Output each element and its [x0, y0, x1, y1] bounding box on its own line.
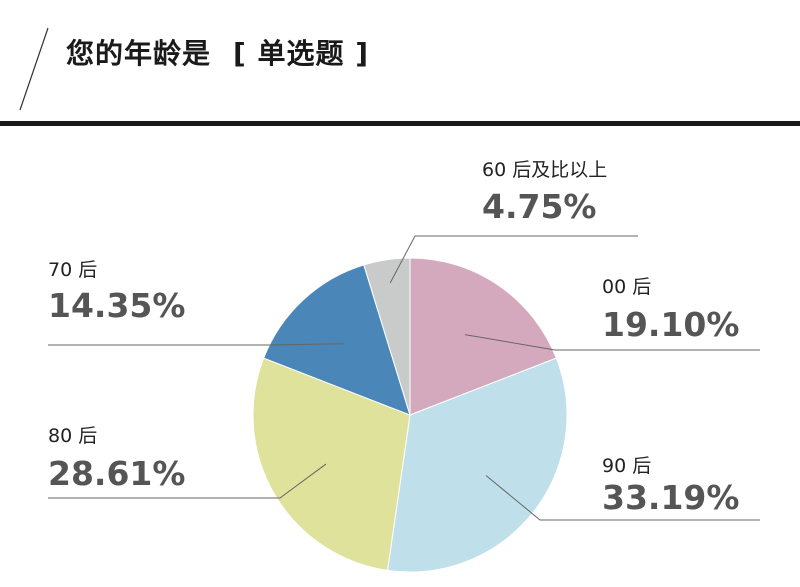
slice-label: 80 后	[48, 425, 97, 447]
slice-percent: 28.61%	[48, 454, 185, 493]
header-rule	[0, 121, 800, 126]
leader-line	[485, 475, 760, 521]
question-type-tag: [ 单选题 ]	[233, 37, 370, 70]
slice-percent: 14.35%	[48, 286, 185, 325]
page-title: 您的年龄是 [ 单选题 ]	[66, 32, 369, 72]
slice-label: 00 后	[602, 276, 651, 298]
leader-line	[464, 334, 760, 351]
leader-line	[389, 235, 638, 284]
leader-line	[48, 463, 327, 499]
pie-slice	[252, 357, 411, 571]
title-text: 您的年龄是	[66, 37, 212, 70]
slice-percent: 19.10%	[602, 305, 739, 344]
slice-label: 60 后及比以上	[482, 159, 607, 181]
pie-slice	[263, 264, 411, 416]
slice-label: 70 后	[48, 259, 97, 281]
slice-percent: 4.75%	[482, 187, 597, 226]
header: 您的年龄是 [ 单选题 ]	[0, 0, 800, 128]
pie-slice	[409, 257, 557, 416]
slice-percent: 33.19%	[602, 478, 739, 517]
leader-line	[48, 343, 344, 346]
slice-label: 90 后	[602, 455, 651, 477]
pie-slice	[386, 357, 568, 573]
pie-slice	[363, 257, 411, 416]
header-decoration	[0, 27, 800, 126]
title-slash	[19, 27, 49, 111]
